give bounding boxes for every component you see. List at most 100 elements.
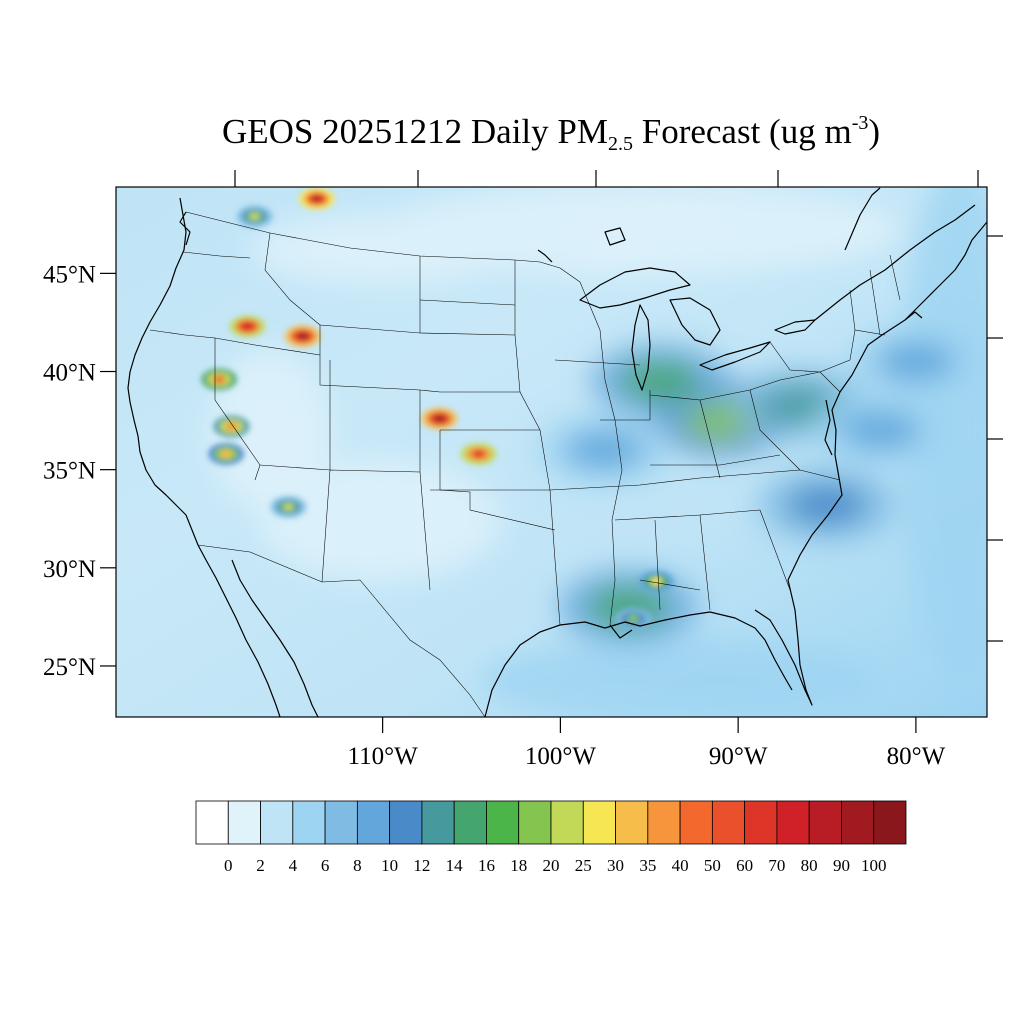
chesapeake-bay <box>824 399 833 456</box>
colorbar-swatch-11 <box>550 800 584 845</box>
state-line-south <box>614 509 791 611</box>
colorbar-swatch-2 <box>260 800 294 845</box>
colorbar-swatch-7 <box>421 800 455 845</box>
coastline-layer <box>127 187 987 717</box>
title-superscript: -3 <box>851 112 869 134</box>
lon-label-0: 110°W <box>348 743 419 770</box>
colorbar-swatch-20 <box>841 800 875 845</box>
mexico-border <box>197 544 486 717</box>
colorbar-label-19: 90 <box>833 856 850 875</box>
state-line-midwest <box>549 359 801 491</box>
mississippi-delta <box>609 624 633 639</box>
plume-mid-atlantic <box>810 392 951 469</box>
colorbar-label-7: 14 <box>446 856 464 875</box>
lake-michigan <box>631 304 651 391</box>
colorbar-swatch-0 <box>195 800 229 845</box>
state-line-nd-sd-ne-ks <box>419 299 550 491</box>
gulf-tint <box>480 640 880 717</box>
hotspot-central-california <box>213 415 250 438</box>
colorbar-swatch-15 <box>679 800 713 845</box>
colorbar-label-13: 35 <box>639 856 656 875</box>
lake-nipigon <box>604 227 626 246</box>
lake-huron <box>669 297 721 346</box>
colorbar-swatch-21 <box>873 800 907 845</box>
state-line-plains-east <box>514 260 561 626</box>
hudson-bay-inlet <box>844 187 881 251</box>
gulf-coastline <box>484 624 561 717</box>
colorbar-label-14: 40 <box>672 856 689 875</box>
colorbar-swatch-4 <box>324 800 358 845</box>
title-prefix: GEOS 20251212 Daily PM <box>221 112 608 151</box>
regional-tint-layer <box>210 187 987 717</box>
colorbar: 0 2 4 6 8 10 12 14 16 18 20 25 30 35 40 50 60 70 80 90 100 <box>195 800 907 875</box>
map-frame <box>115 186 988 718</box>
colorbar-label-8: 16 <box>478 856 495 875</box>
lon-label-2: 90°W <box>709 743 768 770</box>
colorbar-label-20: 100 <box>861 856 887 875</box>
plume-layer <box>534 323 986 646</box>
colorbar-label-11: 25 <box>575 856 592 875</box>
louisiana-coast <box>559 611 793 691</box>
state-line-ca-nv <box>214 338 261 481</box>
state-line-wy-co <box>319 355 441 393</box>
colorbar-label-10: 20 <box>543 856 560 875</box>
hotspot-western-washington <box>236 205 273 228</box>
colorbar-swatch-17 <box>744 800 778 845</box>
plume-great-plains <box>534 412 675 489</box>
hotspot-southern-california <box>270 495 307 518</box>
lake-erie <box>699 341 771 371</box>
lat-label-3: 30°N <box>43 556 96 583</box>
colorbar-label-17: 70 <box>768 856 785 875</box>
state-line-id-mt <box>264 232 321 355</box>
puget-sound <box>179 211 191 246</box>
colorbar-swatch-1 <box>227 800 261 845</box>
title-middle: Forecast (ug m <box>632 112 852 151</box>
hotspot-south-texas <box>615 607 652 630</box>
hotspot-california-coast <box>201 368 238 391</box>
border-layer <box>149 211 901 717</box>
state-line-northeast <box>819 254 901 373</box>
plume-northeast-plume <box>845 323 986 400</box>
colorbar-label-15: 50 <box>704 856 721 875</box>
colorbar-swatch-8 <box>453 800 487 845</box>
canada-border <box>185 211 581 283</box>
colorbar-label-4: 8 <box>353 856 362 875</box>
colorbar-label-5: 10 <box>381 856 398 875</box>
state-line-texas-ok <box>439 430 556 531</box>
colorbar-swatch-16 <box>711 800 746 845</box>
colorbar-swatch-13 <box>615 800 649 845</box>
state-line-mississippi-river <box>579 281 623 626</box>
northern-plains-clean-air <box>250 215 510 285</box>
lat-label-0: 45°N <box>43 261 96 288</box>
cape-cod <box>904 311 923 321</box>
florida-peninsula <box>754 579 813 706</box>
hotspot-southwest-oregon-fire <box>229 315 266 338</box>
plume-gulf-coast <box>557 569 698 646</box>
colorbar-swatch-14 <box>647 800 681 845</box>
state-line-wa-or <box>182 251 251 259</box>
plume-iowa-plume <box>589 343 730 420</box>
title-subscript: 2.5 <box>607 133 633 155</box>
lake-ontario <box>774 319 816 335</box>
state-line-ut-co-az-nm <box>321 390 431 591</box>
title-suffix: ) <box>868 112 881 151</box>
colorbar-swatch-3 <box>292 800 326 845</box>
hotspot-central-valley <box>208 442 245 465</box>
map-plot-area <box>116 187 987 717</box>
colorbar-label-16: 60 <box>736 856 753 875</box>
colorbar-label-6: 12 <box>413 856 430 875</box>
great-basin-clean-air <box>210 350 330 510</box>
lake-of-woods <box>537 249 553 263</box>
hotspot-east-texas <box>638 570 675 593</box>
gulf-of-california-coast <box>231 559 319 717</box>
colorbar-label-1: 2 <box>256 856 265 875</box>
colorbar-label-12: 30 <box>607 856 624 875</box>
lon-label-1: 100°W <box>525 743 596 770</box>
lon-label-3: 80°W <box>887 743 946 770</box>
axis-layer: 45°N 40°N 35°N 30°N 25°N 110°W 100°W 90°W 80°W <box>43 261 946 770</box>
lat-label-4: 25°N <box>43 654 96 681</box>
colorbar-swatch-10 <box>518 800 552 845</box>
lake-superior <box>579 267 691 309</box>
colorbar-label-0: 0 <box>224 856 233 875</box>
